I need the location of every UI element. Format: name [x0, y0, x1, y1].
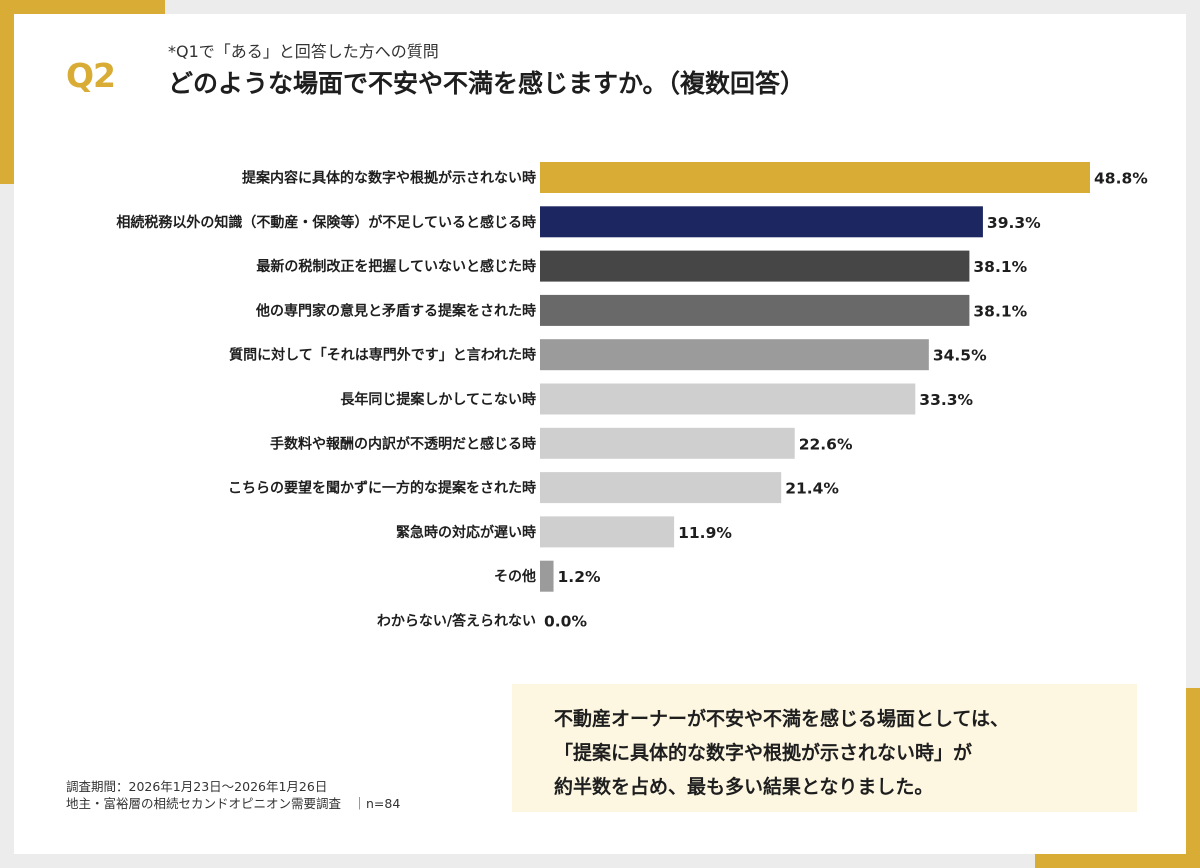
survey-period: 調査期間：2026年1月23日～2026年1月26日 — [66, 779, 328, 794]
accent-bar-left — [0, 0, 14, 184]
value-label: 0.0% — [544, 613, 587, 631]
category-label: わからない/答えられない — [377, 613, 536, 630]
value-label: 38.1% — [973, 258, 1027, 276]
page-title: どのような場面で不安や不満を感じますか。（複数回答） — [168, 69, 806, 98]
summary-box: 不動産オーナーが不安や不満を感じる場面としては、 「提案に具体的な数字や根拠が示… — [512, 684, 1137, 812]
category-label: その他 — [494, 568, 536, 585]
category-label: 長年同じ提案しかしてこない時 — [340, 391, 536, 408]
summary-text: 不動産オーナーが不安や不満を感じる場面としては、 「提案に具体的な数字や根拠が示… — [554, 702, 1009, 804]
summary-line: 約半数を占め、最も多い結果となりました。 — [554, 776, 934, 798]
bar — [540, 162, 1090, 193]
accent-bar-right — [1186, 688, 1200, 868]
value-label: 39.3% — [987, 214, 1041, 232]
category-label: 提案内容に具体的な数字や根拠が示されない時 — [242, 170, 536, 187]
value-label: 34.5% — [933, 347, 987, 365]
value-label: 1.2% — [558, 568, 601, 586]
bar — [540, 206, 983, 238]
bar — [540, 383, 916, 415]
value-label: 38.1% — [973, 302, 1027, 320]
summary-line: 不動産オーナーが不安や不満を感じる場面としては、 — [554, 708, 1010, 730]
bar — [540, 516, 675, 548]
category-label: 緊急時の対応が遅い時 — [396, 524, 536, 541]
footnote: 調査期間：2026年1月23日～2026年1月26日 地主・富裕層の相続セカンド… — [66, 778, 400, 812]
category-label: 相続税務以外の知識（不動産・保険等）が不足していると感じる時 — [116, 214, 536, 231]
category-label: こちらの要望を聞かずに一方的な提案をされた時 — [228, 480, 536, 497]
accent-bar-top-left — [0, 0, 165, 14]
value-label: 11.9% — [678, 524, 732, 542]
bar — [540, 339, 929, 371]
bar — [540, 472, 782, 504]
value-label: 33.3% — [919, 391, 973, 409]
value-label: 48.8% — [1094, 170, 1148, 188]
bar — [540, 250, 970, 282]
sub-question: *Q1で「ある」と回答した方への質問 — [168, 42, 439, 61]
category-label: 手数料や報酬の内訳が不透明だと感じる時 — [270, 435, 536, 452]
category-label: 最新の税制改正を把握していないと感じた時 — [256, 258, 536, 275]
category-label: 質問に対して「それは専門外です」と言われた時 — [229, 347, 536, 364]
question-number: Q2 — [66, 56, 116, 95]
summary-line: 「提案に具体的な数字や根拠が示されない時」が — [554, 742, 973, 764]
bar — [540, 427, 795, 459]
value-label: 21.4% — [785, 480, 839, 498]
bar — [540, 560, 554, 592]
accent-bar-bottom-right — [1035, 854, 1200, 868]
survey-source: 地主・富裕層の相続セカンドオピニオン需要調査 ｜n=84 — [66, 796, 401, 811]
category-label: 他の専門家の意見と矛盾する提案をされた時 — [255, 302, 536, 319]
value-label: 22.6% — [799, 435, 853, 453]
bar — [540, 294, 970, 326]
